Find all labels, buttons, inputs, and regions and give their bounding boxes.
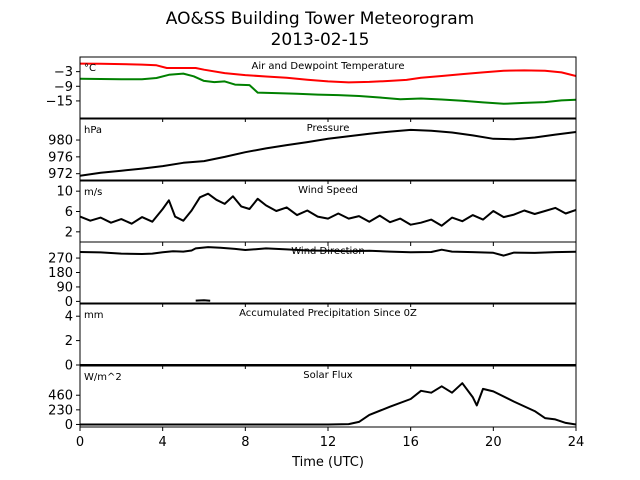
y-tick-label: 0 [65, 418, 73, 433]
panel-title: Solar Flux [303, 370, 353, 381]
y-tick-label: 4 [65, 310, 73, 325]
y-tick-label: 976 [48, 150, 73, 165]
y-tick-label: 0 [65, 295, 73, 310]
panels-group: −3−9−15 °C Air and Dewpoint Temperature 980… [46, 56, 585, 450]
x-tick-label: 12 [320, 435, 337, 450]
series-line-1 [80, 62, 576, 84]
panel-title: Accumulated Precipitation Since 0Z [239, 308, 417, 319]
y-tick-label: 2 [65, 225, 73, 240]
y-tick-label: −3 [54, 65, 73, 80]
panel-title: Wind Speed [298, 185, 358, 196]
panel-unit: mm [84, 310, 103, 321]
series-line-1 [80, 382, 576, 426]
panel-unit: W/m^2 [84, 372, 122, 383]
y-tick-label: 980 [48, 134, 73, 149]
x-tick-label: 4 [159, 435, 167, 450]
y-tick-label: −15 [46, 94, 73, 109]
y-tick-label: 0 [65, 359, 73, 374]
panel-unit: hPa [84, 125, 102, 136]
y-tick-label: 460 [48, 389, 73, 404]
y-tick-label: −9 [54, 80, 73, 95]
series-line-1 [80, 128, 576, 177]
series-line-2 [80, 72, 576, 105]
chart-subtitle: 2013-02-15 [271, 30, 370, 50]
y-tick-label: 972 [48, 167, 73, 182]
series-line-1 [80, 192, 576, 227]
panel-title: Air and Dewpoint Temperature [252, 61, 405, 72]
panel-unit: °C [84, 63, 96, 74]
panel-5: 4 2 0 mm Accumulated Precipitation Since 0Z [65, 303, 577, 374]
y-tick-label: 180 [48, 266, 73, 281]
series-line-2 [195, 299, 211, 302]
y-tick-label: 230 [48, 403, 73, 418]
x-tick-label: 20 [485, 435, 502, 450]
panel-3: 10 6 2 m/s Wind Speed [56, 180, 577, 246]
panel-title: Pressure [307, 123, 350, 134]
x-tick-label: 24 [568, 435, 585, 450]
x-tick-label: 0 [76, 435, 84, 450]
chart-title: AO&SS Building Tower Meteorogram [166, 9, 474, 29]
y-tick-label: 90 [56, 280, 73, 295]
y-tick-label: 6 [65, 205, 73, 220]
y-tick-label: 2 [65, 334, 73, 349]
y-tick-label: 270 [48, 252, 73, 267]
x-tick-label: 16 [402, 435, 419, 450]
panel-unit: m/s [84, 187, 102, 198]
panel-1: −3−9−15 °C Air and Dewpoint Temperature [46, 56, 577, 122]
panel-title: Wind Direction [291, 246, 365, 257]
x-tick-label: 8 [241, 435, 249, 450]
x-axis-label: Time (UTC) [291, 455, 364, 470]
y-tick-label: 10 [56, 185, 73, 200]
series-line-1 [80, 246, 576, 257]
